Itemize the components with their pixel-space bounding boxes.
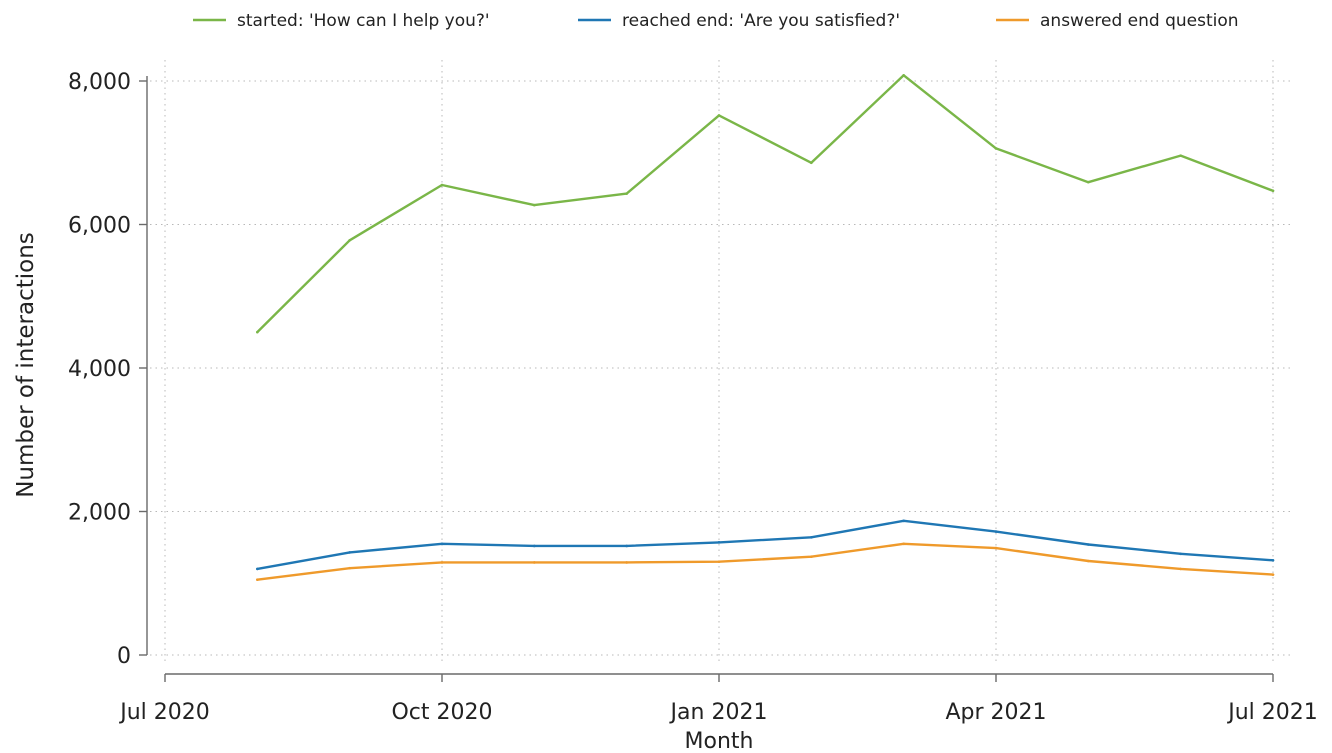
x-tick-label: Oct 2020 — [391, 700, 492, 725]
y-tick-label: 2,000 — [68, 501, 131, 526]
data-point — [1271, 558, 1275, 562]
data-point — [625, 544, 628, 548]
series-line-3 — [256, 542, 1275, 581]
y-tick-label: 0 — [117, 644, 131, 669]
x-tick-label: Jan 2021 — [669, 700, 768, 725]
data-point — [810, 161, 813, 165]
data-point — [717, 114, 721, 117]
data-point — [994, 546, 998, 550]
data-point — [994, 530, 998, 533]
y-axis-ticks: 0 2,000 4,000 6,000 8,000 — [68, 70, 147, 669]
data-point — [625, 561, 628, 564]
data-point — [440, 561, 444, 564]
data-point — [533, 561, 536, 564]
data-point — [1179, 552, 1182, 556]
x-axis-ticks: Jul 2020 Oct 2020 Jan 2021 Apr 2021 Jul 2021 — [118, 674, 1318, 725]
legend: started: 'How can I help you?' reached en… — [193, 11, 1239, 31]
data-point — [1271, 573, 1275, 576]
data-point — [1087, 180, 1090, 184]
data-point — [1271, 189, 1275, 193]
data-point — [256, 578, 259, 581]
legend-label: started: 'How can I help you?' — [237, 11, 490, 31]
data-point — [348, 238, 351, 242]
series-line-2 — [256, 519, 1275, 571]
data-point — [902, 519, 905, 523]
x-tick-label: Jul 2020 — [118, 700, 210, 725]
data-point — [1179, 567, 1182, 571]
data-point — [902, 73, 905, 77]
legend-label: reached end: 'Are you satisfied?' — [622, 11, 900, 31]
data-point — [810, 555, 813, 559]
data-point — [348, 566, 351, 570]
data-point — [1179, 154, 1182, 157]
data-point — [1087, 543, 1090, 546]
series-lines — [256, 73, 1275, 581]
data-point — [1087, 559, 1090, 563]
x-tick-label: Apr 2021 — [945, 700, 1046, 725]
data-point — [440, 183, 444, 187]
y-tick-label: 8,000 — [68, 70, 131, 95]
y-tick-label: 4,000 — [68, 357, 131, 382]
data-point — [440, 542, 444, 546]
data-point — [994, 147, 998, 150]
y-tick-label: 6,000 — [68, 214, 131, 239]
data-point — [256, 567, 259, 571]
axes — [146, 76, 1273, 675]
data-point — [810, 536, 813, 539]
data-point — [902, 542, 905, 546]
data-point — [348, 551, 351, 554]
legend-label: answered end question — [1040, 11, 1239, 31]
data-point — [256, 330, 259, 334]
data-point — [533, 544, 536, 548]
data-point — [717, 560, 721, 564]
data-point — [717, 541, 721, 544]
x-tick-label: Jul 2021 — [1226, 700, 1318, 725]
data-point — [625, 192, 628, 195]
y-axis-title: Number of interactions — [13, 232, 39, 498]
series-line-1 — [256, 74, 1275, 334]
x-axis-title: Month — [685, 729, 754, 753]
data-point — [533, 203, 536, 207]
